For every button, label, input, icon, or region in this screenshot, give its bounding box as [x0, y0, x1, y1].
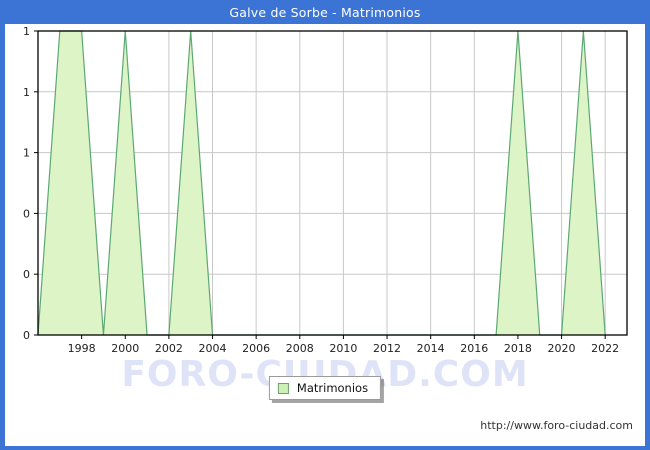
- svg-text:2012: 2012: [373, 342, 401, 355]
- svg-text:1: 1: [23, 25, 30, 38]
- svg-text:0: 0: [23, 329, 30, 342]
- svg-text:2018: 2018: [504, 342, 532, 355]
- svg-text:2014: 2014: [417, 342, 445, 355]
- frame-border-right: [645, 0, 650, 450]
- svg-text:1998: 1998: [68, 342, 96, 355]
- legend-box[interactable]: Matrimonios: [268, 376, 382, 400]
- svg-text:0: 0: [23, 268, 30, 281]
- svg-text:2006: 2006: [242, 342, 270, 355]
- chart-panel: FORO-CIUDAD.COM 1 1 1 0 0 0 1998 2000 2002 2004 20…: [5, 24, 645, 446]
- svg-text:2002: 2002: [155, 342, 183, 355]
- svg-text:2004: 2004: [199, 342, 227, 355]
- page-title: Galve de Sorbe - Matrimonios: [229, 4, 421, 20]
- svg-text:1: 1: [23, 147, 30, 160]
- svg-text:2000: 2000: [111, 342, 139, 355]
- svg-text:1: 1: [23, 86, 30, 99]
- chart-legend: Matrimonios: [268, 376, 382, 400]
- footer-url: http://www.foro-ciudad.com: [480, 419, 633, 432]
- svg-text:2020: 2020: [548, 342, 576, 355]
- frame-border-bottom: [0, 446, 650, 450]
- frame-border-left: [0, 0, 5, 450]
- plot-area: 1 1 1 0 0 0 1998 2000 2002 2004 2006 2008 2010 2012 20…: [5, 24, 645, 374]
- svg-text:2022: 2022: [591, 342, 619, 355]
- area-chart: 1 1 1 0 0 0 1998 2000 2002 2004 2006 2008 2010 2012 20…: [23, 25, 628, 355]
- legend-swatch-matrimonios: [277, 382, 289, 394]
- svg-text:2016: 2016: [460, 342, 488, 355]
- svg-text:2010: 2010: [329, 342, 357, 355]
- svg-text:0: 0: [23, 207, 30, 220]
- chart-title-bar: Galve de Sorbe - Matrimonios: [0, 0, 650, 24]
- svg-text:2008: 2008: [286, 342, 314, 355]
- legend-label-matrimonios: Matrimonios: [296, 381, 369, 395]
